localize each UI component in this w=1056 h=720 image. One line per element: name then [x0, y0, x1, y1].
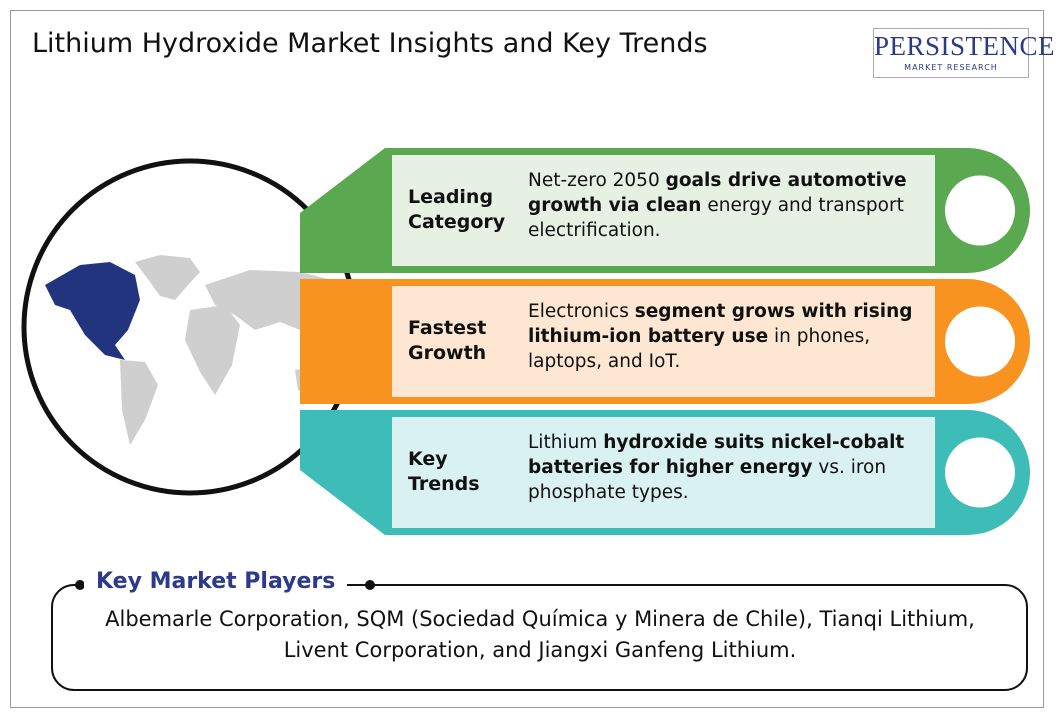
title: Lithium Hydroxide Market Insights and Ke…: [32, 28, 708, 59]
text-run: Electronics: [528, 301, 635, 322]
logo-name: PERSISTENCE: [874, 31, 1056, 61]
band-dot: [945, 306, 1015, 377]
insight-label: Fastest Growth: [408, 317, 487, 364]
bullet: [75, 580, 85, 590]
band-inner: [392, 417, 935, 528]
insight-label: Key Trends: [408, 448, 480, 495]
logo-tagline: MARKET RESEARCH: [904, 63, 998, 72]
text-run: goals drive automotive growth via clean: [528, 170, 907, 216]
insight-text: Lithium hydroxide suits nickel-cobalt ba…: [528, 430, 928, 505]
text-run: energy and transport electrification.: [528, 195, 904, 241]
text-run: in phones, laptops, and IoT.: [528, 326, 871, 372]
insight-label: Leading Category: [408, 186, 506, 233]
connector: [300, 279, 385, 404]
band-inner: [392, 155, 935, 266]
logo: PERSISTENCE MARKET RESEARCH: [873, 28, 1056, 78]
text-run: vs. iron phosphate types.: [528, 457, 887, 503]
players-title: Key Market Players: [84, 569, 348, 594]
frame: [10, 10, 1044, 708]
band-dot: [945, 437, 1015, 508]
players-text: Albemarle Corporation, SQM (Sociedad Quí…: [105, 607, 975, 662]
insight-text: Net-zero 2050 goals drive automotive gro…: [528, 168, 928, 243]
insight-text: Electronics segment grows with rising li…: [528, 299, 928, 374]
text-run: Net-zero 2050: [528, 170, 666, 191]
connector: [300, 148, 385, 273]
text-run: segment grows with rising lithium-ion ba…: [528, 301, 913, 347]
band-dot: [945, 175, 1015, 246]
players-box: [51, 584, 1028, 691]
text-run: Lithium: [528, 432, 604, 453]
connector: [300, 410, 385, 535]
text-run: hydroxide suits nickel-cobalt batteries …: [528, 432, 905, 478]
band-inner: [392, 286, 935, 397]
bullet: [365, 580, 375, 590]
